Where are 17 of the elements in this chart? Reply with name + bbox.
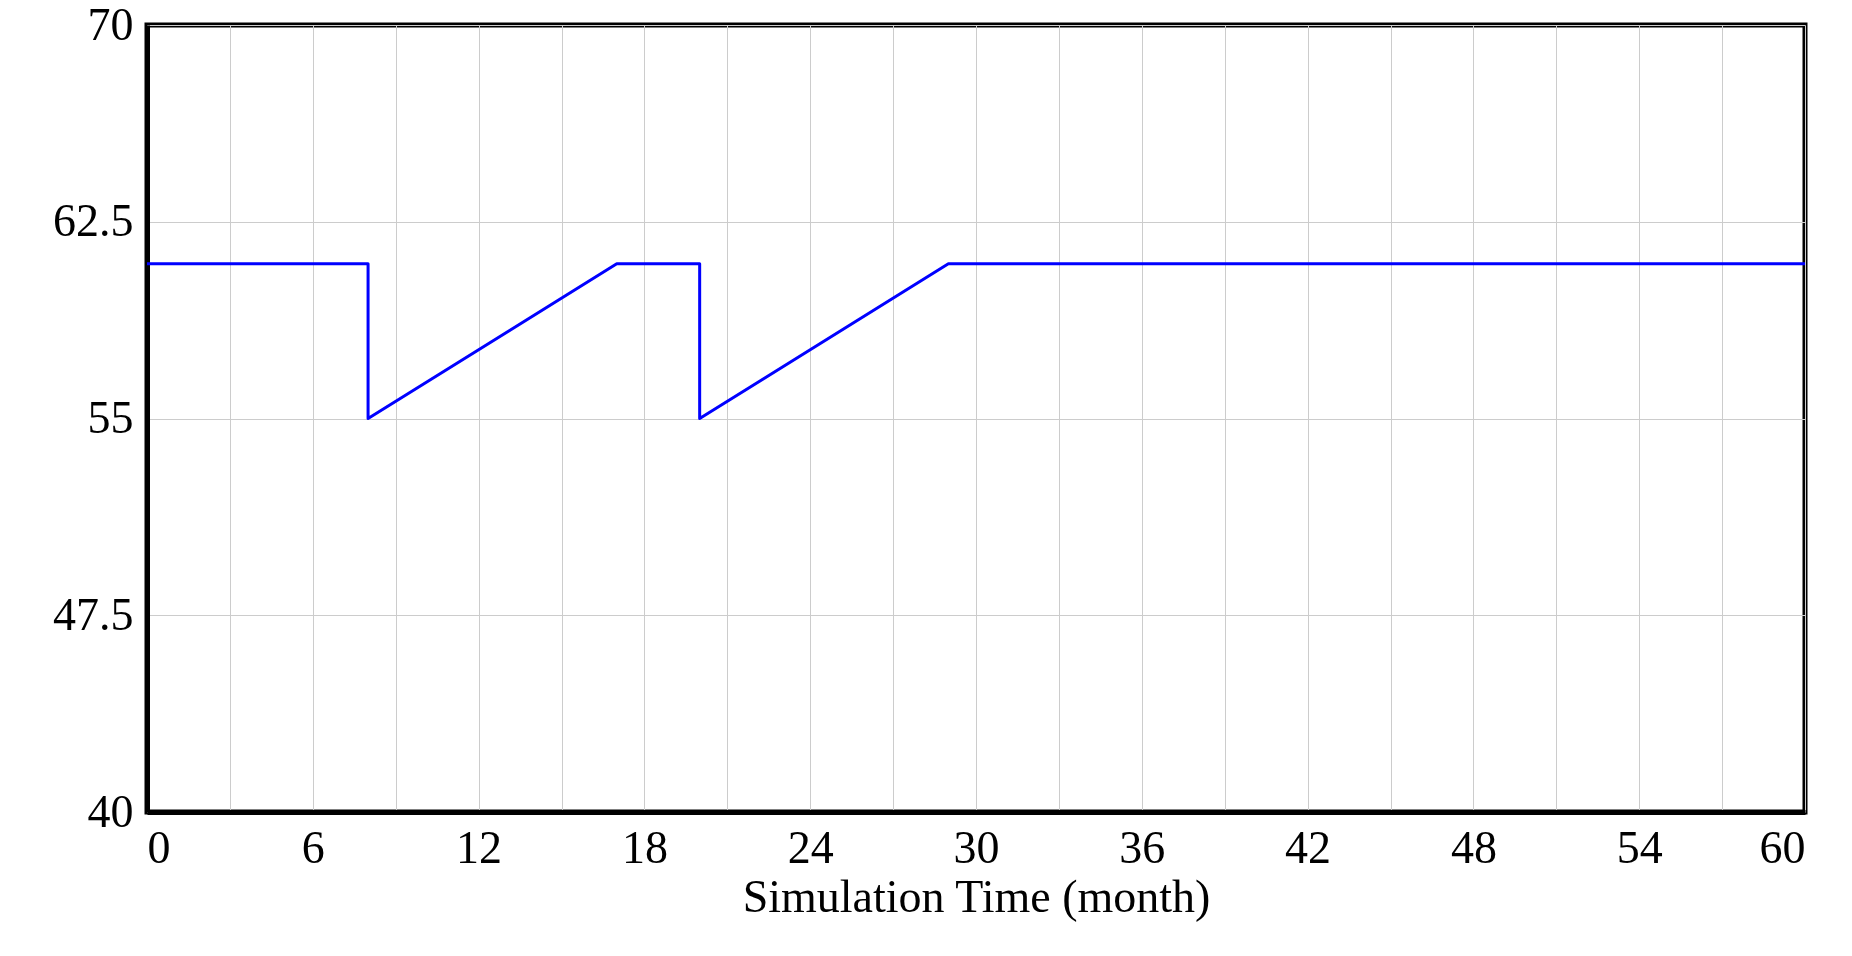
x-tick-label: 54 — [1616, 821, 1663, 873]
y-tick-label: 40 — [87, 785, 134, 837]
x-tick-label: 30 — [953, 821, 1000, 873]
x-tick-label: 48 — [1450, 821, 1497, 873]
y-tick-label: 55 — [87, 392, 134, 443]
x-tick-label: 0 — [147, 821, 171, 873]
x-tick-label: 36 — [1119, 821, 1166, 873]
y-tick-label: 62.5 — [53, 195, 134, 247]
x-tick-label: 24 — [787, 821, 834, 873]
y-tick-label: 70 — [87, 0, 134, 50]
x-tick-label: 6 — [301, 821, 325, 873]
y-tick-label: 47.5 — [53, 588, 134, 640]
x-tick-label: 18 — [621, 821, 668, 873]
x-tick-label: 60 — [1759, 821, 1806, 873]
x-tick-label: 12 — [456, 821, 503, 873]
x-tick-label: 42 — [1285, 821, 1332, 873]
x-axis-title: Simulation Time (month) — [742, 870, 1211, 922]
